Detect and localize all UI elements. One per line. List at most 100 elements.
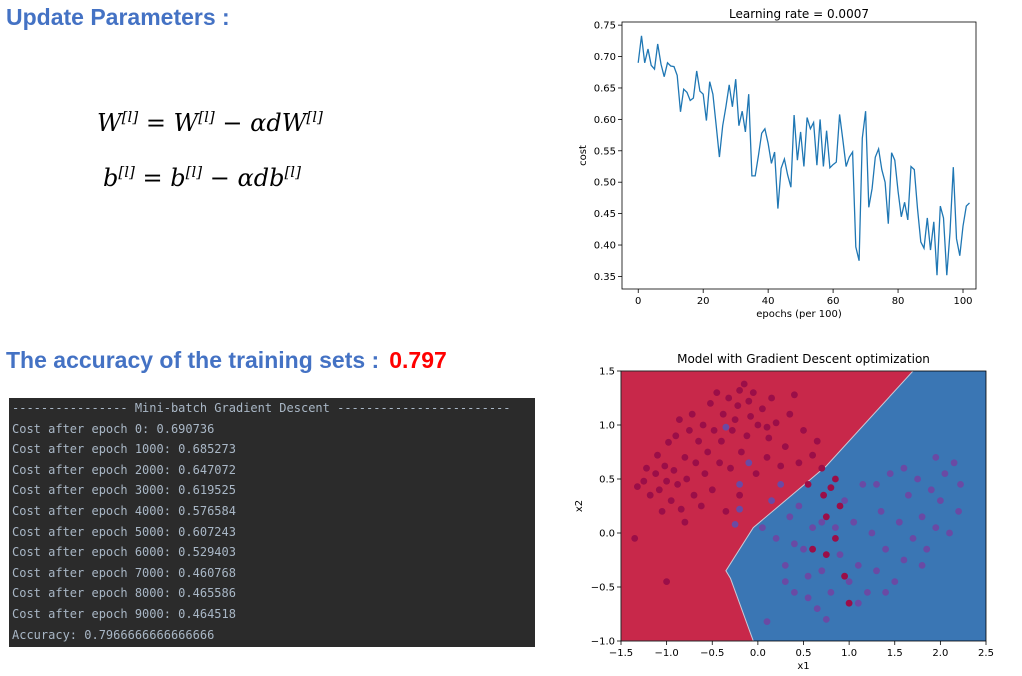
class0-point — [716, 459, 723, 467]
class1-point — [859, 481, 867, 488]
class1-point — [800, 545, 807, 553]
y-tick-label: 0.45 — [594, 209, 616, 220]
class0-point — [745, 397, 753, 405]
class1-point — [873, 567, 880, 575]
class1-point — [886, 470, 894, 477]
class0-point — [655, 486, 663, 494]
y-tick-label: 1.0 — [599, 421, 615, 432]
class0-point — [652, 470, 660, 477]
y-tick-label: 0.70 — [594, 52, 616, 63]
class0-point — [795, 459, 803, 467]
class0-point — [822, 551, 830, 558]
class0-point — [777, 462, 785, 470]
console-header: ---------------- Mini-batch Gradient Des… — [12, 401, 511, 415]
console-line: Cost after epoch 9000: 0.464518 — [12, 606, 236, 621]
class1-point — [836, 551, 844, 558]
class0-point — [809, 451, 816, 459]
class0-point — [695, 437, 702, 445]
x-tick-label: 0.0 — [750, 648, 766, 659]
class1-point — [941, 470, 949, 477]
decision-boundary-chart: Model with Gradient Descent optimization… — [574, 352, 994, 672]
class1-point — [895, 518, 903, 526]
console-line: Cost after epoch 7000: 0.460768 — [12, 565, 236, 580]
class1-point — [854, 562, 862, 569]
class1-point — [882, 589, 889, 596]
class1-point — [918, 513, 926, 521]
class0-point — [676, 416, 683, 423]
class0-point — [646, 491, 654, 499]
accuracy-value: 0.797 — [389, 347, 447, 373]
class0-point — [836, 502, 844, 510]
class1-point — [745, 459, 753, 467]
class1-point — [777, 481, 785, 488]
chart-title: Learning rate = 0.0007 — [729, 7, 869, 21]
class0-point — [631, 535, 639, 542]
accuracy-heading: The accuracy of the training sets : 0.797 — [6, 347, 447, 374]
class0-point — [665, 438, 672, 446]
class0-point — [800, 427, 807, 434]
x-tick-label: 20 — [697, 296, 710, 307]
x-tick-label: 1.5 — [887, 648, 903, 659]
class1-point — [841, 497, 848, 504]
x-tick-label: 40 — [762, 296, 775, 307]
console-line: Cost after epoch 5000: 0.607243 — [12, 524, 236, 539]
class0-point — [768, 394, 775, 402]
class0-point — [713, 389, 721, 396]
class1-point — [763, 618, 771, 625]
class0-point — [654, 451, 661, 459]
class1-point — [923, 545, 931, 553]
accuracy-label: The accuracy of the training sets : — [6, 347, 380, 373]
y-tick-label: 0.55 — [594, 146, 616, 157]
class1-point — [786, 513, 794, 521]
class0-point — [707, 400, 714, 407]
y-tick-label: −1.0 — [591, 637, 615, 648]
y-axis-label: cost — [578, 145, 589, 166]
class0-point — [697, 502, 705, 510]
class1-point — [854, 599, 862, 607]
class0-point — [674, 481, 681, 488]
class1-point — [818, 567, 826, 575]
class0-point — [832, 475, 839, 483]
class0-point — [786, 410, 794, 418]
x-tick-label: 80 — [892, 296, 905, 307]
console-line: Cost after epoch 8000: 0.465586 — [12, 586, 236, 601]
class1-point — [873, 481, 880, 488]
class0-point — [727, 464, 734, 472]
class0-point — [765, 434, 773, 442]
class1-point — [914, 475, 921, 483]
chart-title: Model with Gradient Descent optimization — [677, 352, 930, 366]
console-line: Cost after epoch 0: 0.690736 — [12, 421, 215, 436]
x-tick-label: 0.5 — [796, 648, 812, 659]
class1-point — [804, 572, 812, 580]
class1-point — [781, 562, 789, 569]
y-tick-label: 0.40 — [594, 241, 616, 252]
x-tick-label: 100 — [953, 296, 972, 307]
class0-point — [759, 405, 766, 413]
class1-point — [864, 589, 871, 596]
y-axis-label: x2 — [574, 500, 585, 512]
x-tick-label: 60 — [827, 296, 840, 307]
class0-point — [832, 535, 839, 542]
class1-point — [918, 562, 926, 569]
class1-point — [736, 505, 743, 513]
class1-point — [957, 481, 964, 488]
class0-point — [736, 387, 743, 394]
console-line: Cost after epoch 4000: 0.576584 — [12, 503, 236, 518]
class0-point — [683, 475, 691, 483]
y-tick-label: 0.60 — [594, 115, 616, 126]
x-tick-label: 1.0 — [841, 648, 857, 659]
class0-point — [708, 486, 716, 494]
class1-point — [845, 578, 853, 585]
class0-point — [663, 477, 670, 485]
class1-point — [804, 594, 812, 602]
update-parameters-heading: Update Parameters : — [6, 4, 230, 30]
class0-point — [658, 508, 666, 515]
class0-point — [763, 454, 771, 461]
class1-point — [759, 524, 766, 531]
class0-point — [804, 481, 812, 488]
class1-point — [868, 529, 876, 537]
class0-point — [841, 572, 848, 580]
cost-line-chart: Learning rate = 0.0007 0 20 40 60 80 100 0.35 0.… — [578, 7, 977, 320]
class0-point — [827, 484, 835, 491]
class1-point — [791, 540, 798, 548]
